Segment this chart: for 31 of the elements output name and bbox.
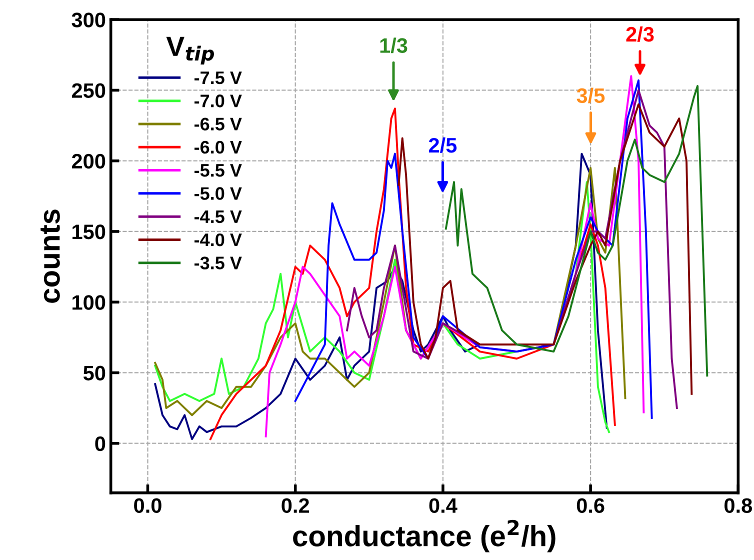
annotation: 2/3 [626, 26, 654, 42]
y-tick-label: 100 [72, 295, 106, 310]
legend-label: -5.0 V [194, 187, 242, 200]
x-tick-label: 0.8 [724, 498, 752, 513]
y-tick-label: 0 [95, 436, 106, 452]
x-tick-label: 0.0 [134, 498, 162, 513]
line-series [398, 103, 693, 395]
x-tick-label: 0.4 [429, 498, 458, 513]
y-tick-label: 200 [72, 154, 106, 169]
legend-label: -4.5 V [194, 210, 242, 224]
y-tick-label: 50 [83, 366, 106, 380]
annotation: 2/5 [428, 137, 457, 153]
x-axis-title: conductance (e$^{2}$/h) [293, 520, 556, 552]
x-tick-label: 0.6 [576, 498, 604, 513]
legend-label: -4.0 V [194, 233, 242, 246]
legend-label: -6.0 V [194, 140, 242, 154]
line-series [346, 89, 678, 410]
y-tick-label: 150 [72, 224, 106, 240]
legend-label: -7.5 V [194, 72, 242, 84]
legend-title: V$_{tip}$ [166, 36, 214, 65]
legend-label: -7.0 V [194, 94, 242, 108]
line-series [294, 79, 653, 419]
y-tick-label: 250 [72, 83, 106, 98]
legend-label: -6.5 V [194, 118, 242, 130]
y-tick-label: 300 [72, 12, 106, 28]
y-axis-title: counts [40, 210, 60, 303]
legend-label: -3.5 V [194, 256, 242, 270]
x-tick-label: 0.2 [282, 498, 309, 513]
legend-label: -5.5 V [194, 164, 242, 177]
annotation: 3/5 [576, 88, 605, 104]
annotation: 1/3 [380, 38, 408, 54]
